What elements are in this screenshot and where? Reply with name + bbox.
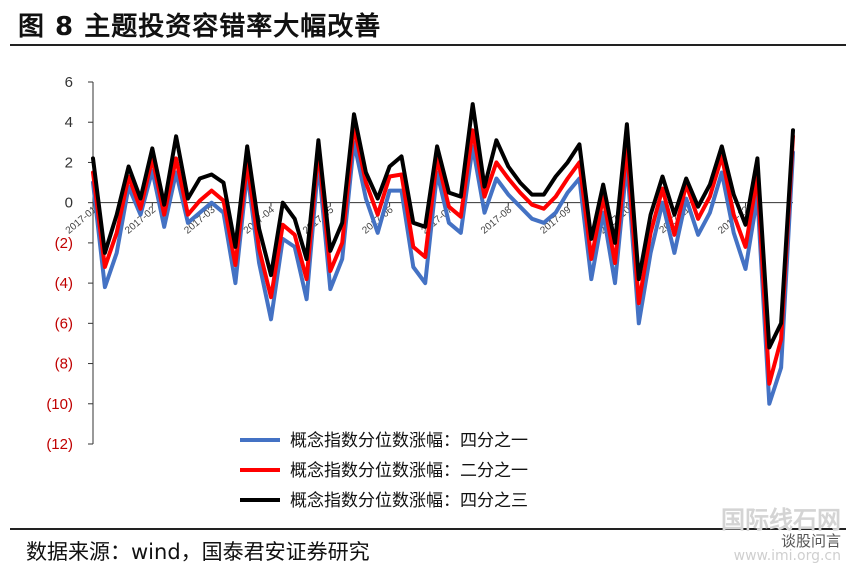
top-rule xyxy=(10,44,846,46)
x-tick-label: 2017-05 xyxy=(301,204,337,236)
figure-title: 图 8 主题投资容错率大幅改善 xyxy=(18,12,382,42)
watermark-account: 谈股问言 xyxy=(780,531,841,550)
series-line-3 xyxy=(91,102,795,350)
y-tick-label: 6 xyxy=(65,74,73,91)
y-tick-label: (4) xyxy=(55,275,73,292)
watermark: 国际线石网 谈股问言 www.imi.org.cn xyxy=(721,508,841,564)
y-tick-label: 2 xyxy=(65,154,73,171)
series-line-1 xyxy=(91,140,795,406)
series-lines xyxy=(91,102,795,406)
legend-label: 概念指数分位数涨幅：二分之一 xyxy=(290,460,528,481)
y-axis-ticks: 6 4 2 0 (2) (4) (6) (8) (10) (12) xyxy=(46,74,93,453)
legend: 概念指数分位数涨幅：四分之一概念指数分位数涨幅：二分之一概念指数分位数涨幅：四分… xyxy=(234,424,644,516)
series-line-2 xyxy=(91,124,795,386)
chart-axes xyxy=(92,82,793,444)
y-tick-label: (6) xyxy=(55,315,73,332)
y-tick-label: 4 xyxy=(65,114,73,131)
y-tick-label: (2) xyxy=(55,235,73,252)
y-tick-label: (8) xyxy=(55,356,73,373)
y-tick-label: (10) xyxy=(46,396,73,413)
legend-box xyxy=(234,424,644,516)
y-tick-label: 0 xyxy=(65,195,73,212)
legend-label: 概念指数分位数涨幅：四分之三 xyxy=(290,490,528,511)
legend-label: 概念指数分位数涨幅：四分之一 xyxy=(290,430,528,451)
y-tick-label: (12) xyxy=(46,436,73,453)
bottom-rule xyxy=(10,528,846,530)
watermark-url: www.imi.org.cn xyxy=(733,548,841,565)
source-note: 数据来源：wind，国泰君安证券研究 xyxy=(26,540,370,564)
watermark-logo-text: 国际线石网 xyxy=(721,506,841,535)
